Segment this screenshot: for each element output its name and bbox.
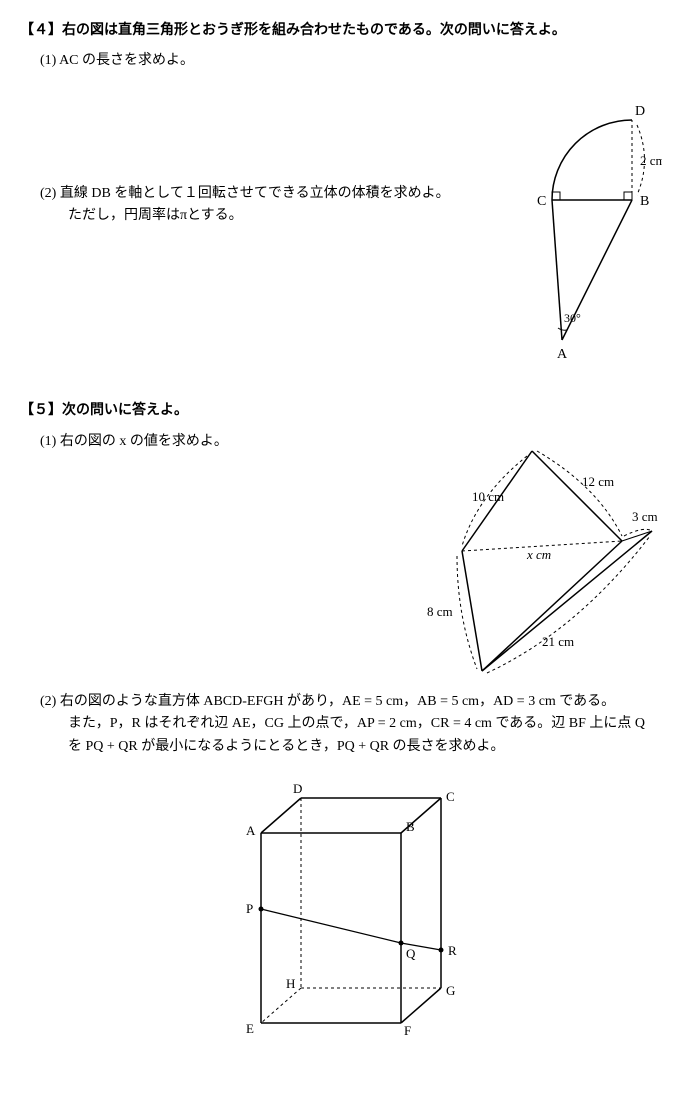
problem-4-sub-2: (2) 直線 DB を軸として１回転させてできる立体の体積を求めよ。 ただし，円… [40,183,472,228]
label-C: C [446,789,455,804]
problem-4-content: (1) AC の長さを求めよ。 (2) 直線 DB を軸として１回転させてできる… [20,50,662,370]
sub-text-line3: を PQ + QR が最小になるようにとるとき，PQ + QR の長さを求めよ。 [68,736,662,758]
problem-5-figure-1: 10 cm 12 cm 3 cm x cm 8 cm 21 cm [362,431,662,691]
label-2cm: 2 cm [640,153,662,168]
label-G: G [446,983,455,998]
triangle-proportion-diagram: 10 cm 12 cm 3 cm x cm 8 cm 21 cm [362,431,662,691]
label-30deg: 30° [564,311,581,325]
sub-text: 右の図の x の値を求めよ。 [60,434,228,449]
label-D: D [293,781,302,796]
sub-text: 直線 DB を軸として１回転させてできる立体の体積を求めよ。 [60,186,450,201]
problem-5: 【５】次の問いに答えよ。 (1) 右の図の x の値を求めよ。 [20,400,662,1053]
problem-5-header: 【５】次の問いに答えよ。 [20,400,662,422]
label-P: P [246,901,253,916]
problem-4: 【４】右の図は直角三角形とおうぎ形を組み合わせたものである。次の問いに答えよ。 … [20,20,662,370]
label-E: E [246,1021,254,1036]
problem-5-sub1-text: (1) 右の図の x の値を求めよ。 [20,431,342,463]
sub-label: (2) [40,694,56,709]
label-A: A [557,347,568,362]
sub-label: (2) [40,186,56,201]
sub-text-line2: また，P，R はそれぞれ辺 AE，CG 上の点で，AP = 2 cm，CR = … [68,713,662,735]
label-8cm: 8 cm [427,604,453,619]
label-Q: Q [406,946,416,961]
label-10cm: 10 cm [472,489,504,504]
sub-label: (1) [40,53,56,68]
sub-text-line1: 右の図のような直方体 ABCD-EFGH があり，AE = 5 cm，AB = … [60,694,615,709]
label-B: B [640,194,649,209]
problem-5-sub-2: (2) 右の図のような直方体 ABCD-EFGH があり，AE = 5 cm，A… [40,691,662,758]
problem-4-text-column: (1) AC の長さを求めよ。 (2) 直線 DB を軸として１回転させてできる… [20,50,472,237]
label-D: D [635,104,645,119]
problem-5-figure-2-container: A B C D E F G H P Q R [20,773,662,1053]
problem-5-sub-1: (1) 右の図の x の値を求めよ。 [40,431,342,453]
label-21cm: 21 cm [542,634,574,649]
problem-4-figure: A B C D 2 cm 30° [492,50,662,370]
sub-text-line2: ただし，円周率はπとする。 [68,205,472,227]
problem-5-sub1-row: (1) 右の図の x の値を求めよ。 [20,431,662,691]
label-xcm: x cm [526,547,551,562]
problem-4-sub-1: (1) AC の長さを求めよ。 [40,50,472,72]
label-H: H [286,976,295,991]
label-B: B [406,819,415,834]
label-A: A [246,823,256,838]
sub-text: AC の長さを求めよ。 [59,53,194,68]
label-F: F [404,1023,411,1038]
label-3cm: 3 cm [632,509,658,524]
label-R: R [448,943,457,958]
problem-4-header: 【４】右の図は直角三角形とおうぎ形を組み合わせたものである。次の問いに答えよ。 [20,20,662,42]
label-C: C [537,194,546,209]
triangle-sector-diagram: A B C D 2 cm 30° [492,50,662,370]
cuboid-diagram: A B C D E F G H P Q R [201,773,481,1053]
sub-label: (1) [40,434,56,449]
label-12cm: 12 cm [582,474,614,489]
